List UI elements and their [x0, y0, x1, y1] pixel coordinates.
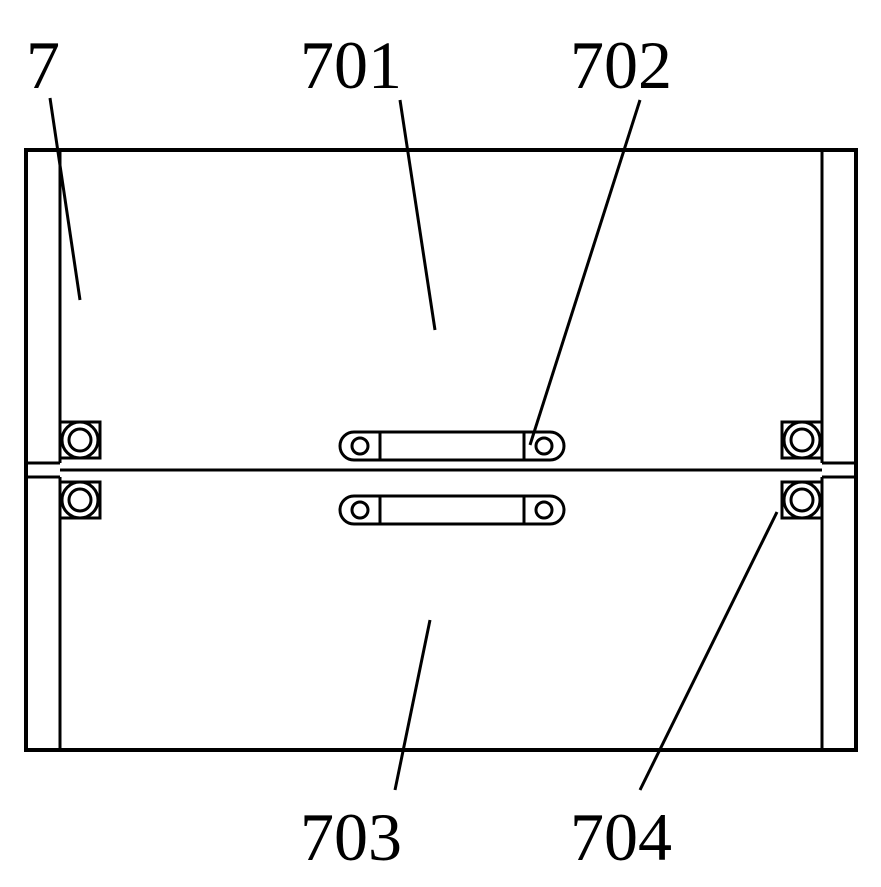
callout-label-704: 704: [570, 799, 672, 875]
hinge-assembly: [60, 422, 100, 458]
callout-label-702: 702: [570, 27, 672, 103]
hinge-assembly: [60, 482, 100, 518]
callout-label-7: 7: [26, 27, 60, 103]
callout-label-703: 703: [300, 799, 402, 875]
hinge-assembly: [782, 422, 822, 458]
technical-diagram: 7 701 702 703 704: [0, 0, 881, 887]
callout-label-701: 701: [300, 27, 402, 103]
hinge-assembly: [782, 482, 822, 518]
